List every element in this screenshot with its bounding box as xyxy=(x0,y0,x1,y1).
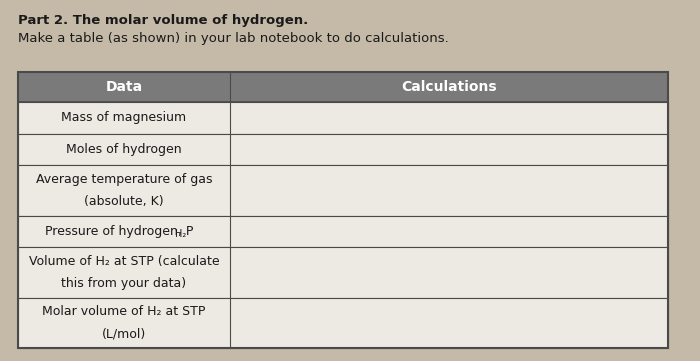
Text: Moles of hydrogen: Moles of hydrogen xyxy=(66,143,182,156)
Text: H₂: H₂ xyxy=(176,229,187,239)
Text: this from your data): this from your data) xyxy=(62,277,187,290)
Bar xyxy=(18,247,668,297)
Bar xyxy=(18,216,668,247)
Bar xyxy=(18,165,668,216)
Text: Part 2. The molar volume of hydrogen.: Part 2. The molar volume of hydrogen. xyxy=(18,14,308,27)
Bar xyxy=(18,297,668,348)
Text: Make a table (as shown) in your lab notebook to do calculations.: Make a table (as shown) in your lab note… xyxy=(18,32,449,45)
Bar xyxy=(18,134,668,165)
Text: Volume of H₂ at STP (calculate: Volume of H₂ at STP (calculate xyxy=(29,255,219,268)
Text: (L/mol): (L/mol) xyxy=(102,327,146,340)
Bar xyxy=(18,102,668,134)
Bar xyxy=(18,72,668,348)
Text: (absolute, K): (absolute, K) xyxy=(84,195,164,208)
Bar xyxy=(18,72,668,102)
Text: Average temperature of gas: Average temperature of gas xyxy=(36,173,212,186)
Text: Data: Data xyxy=(106,80,143,94)
Text: Mass of magnesium: Mass of magnesium xyxy=(62,111,187,124)
Text: Pressure of hydrogen, P: Pressure of hydrogen, P xyxy=(45,225,193,238)
Text: Calculations: Calculations xyxy=(401,80,497,94)
Text: Molar volume of H₂ at STP: Molar volume of H₂ at STP xyxy=(42,305,206,318)
